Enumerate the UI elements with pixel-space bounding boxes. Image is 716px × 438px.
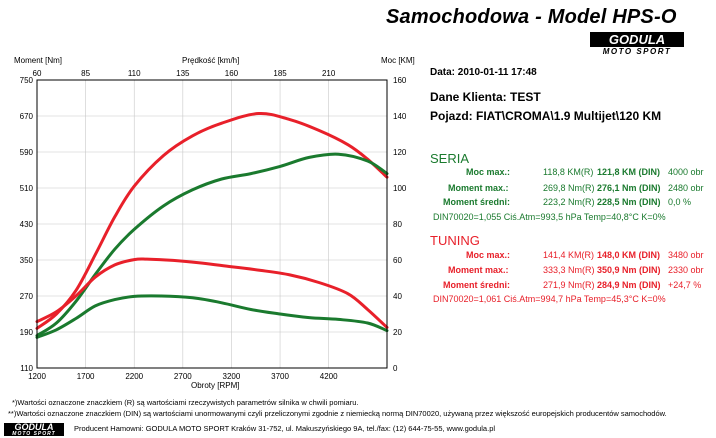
tuning-row-din: 284,9 Nm (DIN) xyxy=(597,280,661,290)
y-right-tick-label: 40 xyxy=(393,292,402,301)
footnote-r: *)Wartości oznaczone znaczkiem (R) są wa… xyxy=(12,398,359,407)
series-line-tuning-moc xyxy=(35,111,389,330)
vehicle-name: Pojazd: FIAT\CROMA\1.9 Multijet\120 KM xyxy=(430,109,662,123)
y-left-tick-label: 350 xyxy=(20,256,34,265)
tuning-row-din: 350,9 Nm (DIN) xyxy=(597,265,661,275)
seria-row-extra: 2480 obr xyxy=(668,183,704,193)
y-left-tick-label: 670 xyxy=(20,112,34,121)
footer-logo-subtext: MOTO SPORT xyxy=(12,431,56,437)
y-left-tick-label: 190 xyxy=(20,328,34,337)
tuning-row-r: 141,4 KM(R) xyxy=(543,250,595,260)
x-tick-label: 2700 xyxy=(174,372,192,381)
footer-logo: GODULA MOTO SPORT xyxy=(4,422,64,437)
y-right-tick-label: 100 xyxy=(393,184,407,193)
seria-row-r: 118,8 KM(R) xyxy=(543,167,594,177)
x-tick-label: 3200 xyxy=(223,372,241,381)
y-left-tick-label: 510 xyxy=(20,184,34,193)
seria-din-line: DIN70020=1,055 Ciś.Atm=993,5 hPa Temp=40… xyxy=(433,212,666,222)
top-tick-label: 60 xyxy=(33,69,42,78)
y-right-tick-label: 20 xyxy=(393,328,402,337)
x-tick-label: 2200 xyxy=(125,372,143,381)
tuning-title: TUNING xyxy=(430,233,480,248)
logo-subtext: MOTO SPORT xyxy=(602,47,672,56)
seria-row-din: 228,5 Nm (DIN) xyxy=(597,197,661,207)
tuning-row-r: 333,3 Nm(R) xyxy=(543,265,595,275)
tuning-row-extra: 2330 obr xyxy=(668,265,704,275)
footer-logo-text: GODULA xyxy=(14,422,54,432)
tuning-row-extra: 3480 obr xyxy=(668,250,704,260)
footnote-din: **)Wartości oznaczone znaczkiem (DIN) są… xyxy=(8,409,667,418)
test-date: Data: 2010-01-11 17:48 xyxy=(430,67,537,78)
x-tick-label: 3700 xyxy=(271,372,289,381)
y-left-tick-label: 110 xyxy=(20,364,33,373)
tuning-din-line: DIN70020=1,061 Ciś.Atm=994,7 hPa Temp=45… xyxy=(433,294,666,304)
y-right-tick-label: 80 xyxy=(393,220,402,229)
top-tick-label: 135 xyxy=(176,69,190,78)
y-right-tick-label: 160 xyxy=(393,76,407,85)
seria-row-din: 276,1 Nm (DIN) xyxy=(597,183,661,193)
y-right-tick-label: 120 xyxy=(393,148,407,157)
y-left-tick-label: 590 xyxy=(20,148,34,157)
y-right-axis-title: Moc [KM] xyxy=(381,56,415,65)
y-left-tick-label: 430 xyxy=(20,220,34,229)
logo-text: GODULA xyxy=(590,32,684,47)
top-tick-label: 110 xyxy=(128,69,141,78)
series-line-seria-moment xyxy=(35,294,389,339)
y-left-tick-label: 750 xyxy=(20,76,34,85)
top-tick-label: 85 xyxy=(81,69,90,78)
tuning-row-label: Moment średni: xyxy=(443,280,511,290)
seria-row-label: Moment średni: xyxy=(443,197,511,207)
x-axis-title: Obroty [RPM] xyxy=(191,381,240,390)
tuning-row-label: Moc max.: xyxy=(466,250,511,260)
top-axis-title: Prędkość [km/h] xyxy=(182,56,240,65)
x-tick-label: 4200 xyxy=(320,372,338,381)
seria-row-label: Moc max.: xyxy=(466,167,511,177)
x-tick-label: 1200 xyxy=(28,372,46,381)
producer-info: Producent Hamowni: GODULA MOTO SPORT Kra… xyxy=(74,424,496,433)
seria-row-label: Moment max.: xyxy=(448,183,509,193)
seria-row-r: 223,2 Nm(R) xyxy=(543,197,595,207)
client-name: Dane Klienta: TEST xyxy=(430,90,541,104)
y-right-tick-label: 0 xyxy=(393,364,398,373)
y-left-tick-label: 270 xyxy=(20,292,34,301)
seria-row-extra: 4000 obr xyxy=(668,167,704,177)
tuning-row-extra: +24,7 % xyxy=(668,280,702,290)
series-line-seria-moc xyxy=(35,152,389,338)
seria-row-extra: 0,0 % xyxy=(668,197,692,207)
seria-row-r: 269,8 Nm(R) xyxy=(543,183,595,193)
y-right-tick-label: 140 xyxy=(393,112,407,121)
x-tick-label: 1700 xyxy=(77,372,95,381)
seria-title: SERIA xyxy=(430,151,470,166)
godula-logo: GODULA MOTO SPORT xyxy=(590,32,684,56)
seria-row-din: 121,8 KM (DIN) xyxy=(597,167,661,177)
top-tick-label: 160 xyxy=(225,69,239,78)
top-tick-label: 210 xyxy=(322,69,336,78)
tuning-row-din: 148,0 KM (DIN) xyxy=(597,250,661,260)
tuning-row-r: 271,9 Nm(R) xyxy=(543,280,595,290)
y-left-axis-title: Moment [Nm] xyxy=(14,56,63,65)
y-right-tick-label: 60 xyxy=(393,256,402,265)
tuning-row-label: Moment max.: xyxy=(448,265,509,275)
page-title: Samochodowa - Model HPS-O xyxy=(386,6,677,28)
top-tick-label: 185 xyxy=(273,69,287,78)
series-line-tuning-moment xyxy=(35,257,389,329)
